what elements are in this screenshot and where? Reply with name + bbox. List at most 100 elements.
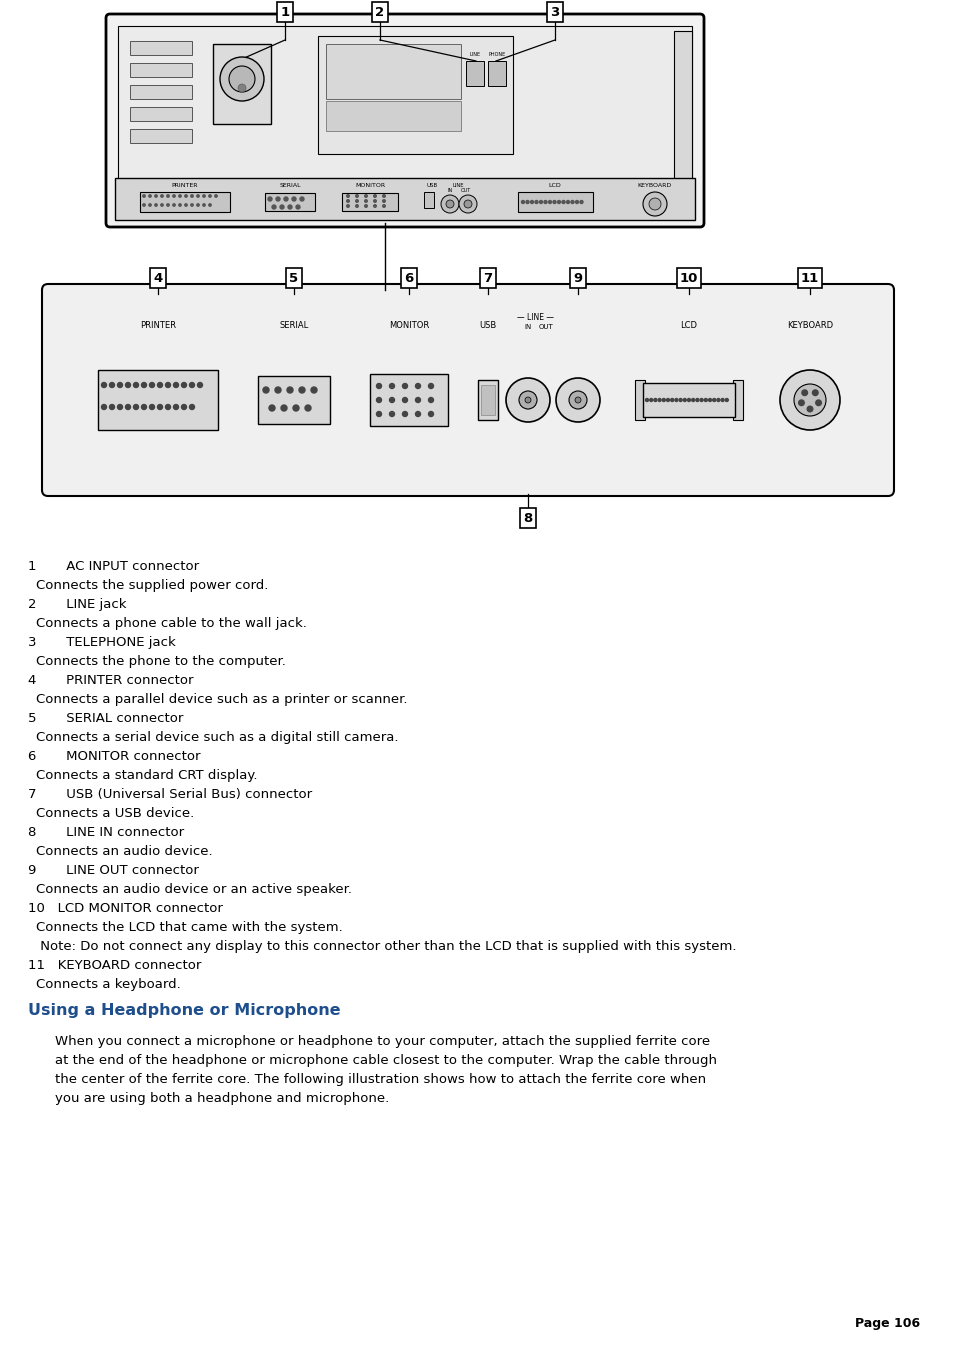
Circle shape <box>101 404 107 409</box>
Circle shape <box>191 204 193 207</box>
Circle shape <box>579 200 582 204</box>
Circle shape <box>355 205 358 207</box>
Circle shape <box>376 397 381 403</box>
Circle shape <box>185 204 187 207</box>
Bar <box>732 380 742 420</box>
Bar <box>480 385 495 415</box>
Circle shape <box>525 200 529 204</box>
Circle shape <box>346 200 349 203</box>
Circle shape <box>197 382 202 388</box>
Circle shape <box>720 399 723 401</box>
Circle shape <box>724 399 727 401</box>
Circle shape <box>518 390 537 409</box>
Circle shape <box>708 399 711 401</box>
Circle shape <box>299 197 304 201</box>
Text: Note: Do not connect any display to this connector other than the LCD that is su: Note: Do not connect any display to this… <box>36 940 736 952</box>
Circle shape <box>281 405 287 411</box>
Circle shape <box>165 404 171 409</box>
Circle shape <box>269 405 274 411</box>
Bar <box>477 380 497 420</box>
Circle shape <box>280 205 284 209</box>
FancyBboxPatch shape <box>106 14 703 227</box>
Text: MONITOR: MONITOR <box>389 320 429 330</box>
Circle shape <box>658 399 660 401</box>
Circle shape <box>229 66 254 92</box>
Circle shape <box>185 195 187 197</box>
Text: Connects a USB device.: Connects a USB device. <box>36 807 194 820</box>
Circle shape <box>293 405 298 411</box>
Circle shape <box>575 200 578 204</box>
Circle shape <box>382 205 385 207</box>
Bar <box>233 72 239 82</box>
Circle shape <box>446 200 454 208</box>
Circle shape <box>458 195 476 213</box>
Text: SERIAL: SERIAL <box>279 320 309 330</box>
Text: Connects a serial device such as a digital still camera.: Connects a serial device such as a digit… <box>36 731 398 744</box>
Circle shape <box>687 399 690 401</box>
Circle shape <box>275 197 280 201</box>
Bar <box>423 192 434 208</box>
Circle shape <box>695 399 699 401</box>
Circle shape <box>150 382 154 388</box>
Circle shape <box>682 399 685 401</box>
Circle shape <box>530 200 533 204</box>
Circle shape <box>376 384 381 389</box>
Bar <box>326 45 460 99</box>
Circle shape <box>117 382 122 388</box>
Circle shape <box>648 199 660 209</box>
Circle shape <box>157 382 162 388</box>
Text: 10   LCD MONITOR connector: 10 LCD MONITOR connector <box>28 902 223 915</box>
Circle shape <box>653 399 657 401</box>
Text: 8: 8 <box>523 512 532 524</box>
Bar <box>118 26 691 215</box>
Circle shape <box>712 399 715 401</box>
Circle shape <box>173 404 178 409</box>
Text: — LINE —: — LINE — <box>517 312 554 322</box>
Circle shape <box>364 205 367 207</box>
Circle shape <box>101 382 107 388</box>
Text: 3       TELEPHONE jack: 3 TELEPHONE jack <box>28 636 175 648</box>
Text: 5: 5 <box>289 272 298 285</box>
Text: Connects an audio device.: Connects an audio device. <box>36 844 213 858</box>
Circle shape <box>575 397 580 403</box>
Bar <box>488 61 505 86</box>
Text: IN: IN <box>524 324 531 330</box>
Circle shape <box>173 382 178 388</box>
Circle shape <box>141 382 147 388</box>
Circle shape <box>568 390 586 409</box>
Circle shape <box>117 404 122 409</box>
Circle shape <box>196 195 199 197</box>
Text: 1       AC INPUT connector: 1 AC INPUT connector <box>28 561 199 573</box>
Text: OUT: OUT <box>460 188 471 193</box>
Circle shape <box>416 397 420 403</box>
Text: Connects a parallel device such as a printer or scanner.: Connects a parallel device such as a pri… <box>36 693 407 707</box>
Text: LINE: LINE <box>452 182 463 188</box>
Text: KEYBOARD: KEYBOARD <box>786 320 832 330</box>
Circle shape <box>806 407 812 412</box>
Text: When you connect a microphone or headphone to your computer, attach the supplied: When you connect a microphone or headpho… <box>55 1035 709 1048</box>
Circle shape <box>157 404 162 409</box>
Bar <box>326 101 460 131</box>
Circle shape <box>416 412 420 416</box>
Circle shape <box>364 195 367 197</box>
Circle shape <box>374 200 375 203</box>
Bar <box>245 72 250 82</box>
Circle shape <box>670 399 673 401</box>
Circle shape <box>110 382 114 388</box>
Text: 6: 6 <box>404 272 414 285</box>
Circle shape <box>295 205 299 209</box>
Circle shape <box>389 384 395 389</box>
Circle shape <box>181 404 186 409</box>
Circle shape <box>561 200 564 204</box>
Text: 11: 11 <box>800 272 819 285</box>
Circle shape <box>190 382 194 388</box>
Circle shape <box>292 197 295 201</box>
Text: Using a Headphone or Microphone: Using a Headphone or Microphone <box>28 1002 340 1019</box>
Circle shape <box>272 205 275 209</box>
Circle shape <box>553 200 556 204</box>
Circle shape <box>382 195 385 197</box>
Text: 9       LINE OUT connector: 9 LINE OUT connector <box>28 865 198 877</box>
Circle shape <box>178 204 181 207</box>
Text: USB: USB <box>478 320 497 330</box>
Circle shape <box>203 195 205 197</box>
